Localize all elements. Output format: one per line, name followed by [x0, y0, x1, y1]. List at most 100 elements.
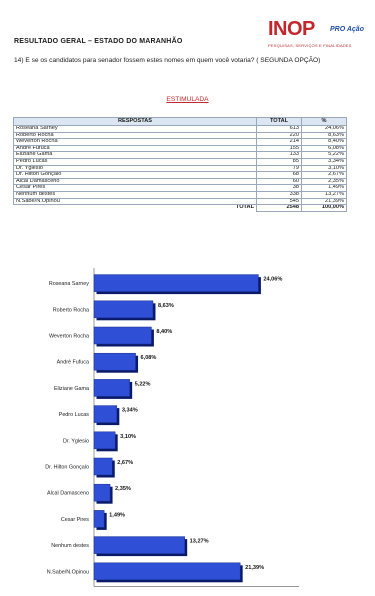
row-label: Dr. Hilton Gonçalo [13, 171, 257, 179]
table-row: Pedro Lucas 85 3,34% [13, 157, 347, 166]
row-pct: 24,06% [301, 125, 347, 133]
row-total: 613 [256, 125, 302, 133]
value-label: 2,35% [115, 486, 131, 492]
row-total: 338 [256, 190, 302, 199]
bar [93, 510, 105, 528]
category-label: Eliziane Gama [54, 386, 89, 392]
total-value: 2548 [256, 204, 302, 212]
row-label: Nenhum destes [13, 190, 257, 199]
row-pct: 3,10% [301, 164, 347, 173]
header-pct: % [301, 117, 347, 126]
bar [93, 300, 154, 319]
row-label: André Fufuca [13, 144, 257, 153]
inop-logo: INOP PRO Ação PESQUISAS, SERVIÇOS E FINA… [268, 18, 368, 56]
value-label: 3,10% [120, 434, 136, 440]
value-label: 21,39% [245, 565, 264, 571]
row-label: Cesar Pires [13, 184, 257, 192]
table-row: Roberto Rocha 220 8,63% [13, 131, 347, 140]
value-label: 1,49% [109, 512, 125, 518]
bar [93, 326, 152, 345]
row-label: Pedro Lucas [13, 157, 257, 166]
row-pct: 5,22% [301, 151, 347, 159]
table-row: André Fufuca 155 6,08% [13, 144, 347, 153]
category-label: Cesar Pires [61, 517, 89, 523]
row-pct: 8,63% [301, 131, 347, 140]
row-pct: 13,27% [301, 190, 347, 199]
category-label: Roberto Rocha [53, 307, 89, 313]
logo-side-text: PRO Ação [330, 26, 364, 33]
row-total: 60 [256, 177, 302, 186]
category-label: Nenhum destes [51, 543, 89, 549]
results-table: RESPOSTAS TOTAL % Roseana Sarney 613 24,06… [13, 117, 347, 212]
table-row: Dr. Hilton Gonçalo 68 2,67% [13, 171, 347, 179]
table-header-row: RESPOSTAS TOTAL % [13, 117, 347, 126]
category-label: Dr. Hilton Gonçalo [45, 465, 89, 471]
value-label: 13,27% [190, 539, 209, 545]
value-label: 3,34% [122, 408, 138, 414]
header-total: TOTAL [256, 117, 302, 126]
table-row: N.Sabe/N.Opinou 545 21,39% [13, 197, 347, 206]
row-total: 214 [256, 138, 302, 146]
logo-subtitle: PESQUISAS, SERVIÇOS E FINALIDADES [268, 43, 352, 48]
row-total: 155 [256, 144, 302, 153]
value-label: 24,06% [263, 277, 282, 283]
value-label: 2,67% [117, 460, 133, 466]
row-pct: 6,08% [301, 144, 347, 153]
total-label: TOTAL [235, 204, 254, 211]
question-text: 14) E se os candidatos para senador foss… [14, 57, 321, 64]
total-pct: 100,00% [301, 204, 347, 212]
bar [93, 274, 259, 292]
category-label: Alcal Damasceno [47, 491, 89, 497]
row-pct: 2,35% [301, 177, 347, 186]
category-label: Roseana Sarney [49, 281, 89, 287]
header-title: RESULTADO GERAL – ESTADO DO MARANHÃO [14, 38, 183, 45]
row-total: 79 [256, 164, 302, 173]
bar [93, 536, 185, 554]
row-total: 68 [256, 171, 302, 179]
row-total: 85 [256, 157, 302, 166]
row-label: Alcal Damasceno [13, 177, 257, 186]
table-row: Alcal Damasceno 60 2,35% [13, 177, 347, 186]
row-total: 38 [256, 184, 302, 192]
row-label: Weverton Rocha [13, 138, 257, 146]
bar [93, 431, 116, 450]
category-label: Weverton Rocha [49, 334, 89, 340]
row-label: Roberto Rocha [13, 131, 257, 140]
table-row: Roseana Sarney 613 24,06% [13, 125, 347, 133]
row-label: Dr. Yglesio [13, 164, 257, 173]
table-body: Roseana Sarney 613 24,06% Roberto Rocha 220 8… [13, 125, 347, 212]
bar [93, 562, 241, 581]
category-label: N.Sabe/N.Opinou [47, 569, 89, 575]
row-pct: 1,49% [301, 184, 347, 192]
value-label: 8,63% [158, 303, 174, 309]
row-pct: 8,40% [301, 138, 347, 146]
category-label: Pedro Lucas [59, 412, 90, 418]
table-row: Dr. Yglesio 79 3,10% [13, 164, 347, 173]
bar [93, 457, 113, 476]
bar [93, 379, 130, 397]
row-pct: 21,39% [301, 197, 347, 206]
row-label: Roseana Sarney [13, 125, 257, 133]
logo-main-text: INOP [268, 18, 315, 40]
row-total: 545 [256, 197, 302, 206]
table-row: Nenhum destes 338 13,27% [13, 190, 347, 199]
bar [93, 405, 118, 423]
table-row: Cesar Pires 38 1,49% [13, 184, 347, 192]
row-pct: 3,34% [301, 157, 347, 166]
table-total-row: TOTAL 2548 100,00% [14, 204, 347, 212]
bar [93, 483, 111, 502]
row-pct: 2,67% [301, 171, 347, 179]
header-respostas: RESPOSTAS [13, 117, 257, 126]
section-label: ESTIMULADA [166, 96, 209, 103]
value-label: 5,22% [135, 381, 151, 387]
value-label: 8,40% [156, 329, 172, 335]
value-label: 6,08% [141, 355, 157, 361]
row-label: Eliziane Gama [13, 151, 257, 159]
table-row: Weverton Rocha 214 8,40% [13, 138, 347, 146]
bar-chart: Roseana Sarney 24,06% Roberto Rocha 8,63% We… [45, 268, 299, 587]
row-total: 220 [256, 131, 302, 140]
table-row: Eliziane Gama 133 5,22% [13, 151, 347, 159]
row-label: N.Sabe/N.Opinou [13, 197, 257, 206]
category-label: André Fufuca [57, 360, 89, 366]
bar [93, 352, 136, 371]
